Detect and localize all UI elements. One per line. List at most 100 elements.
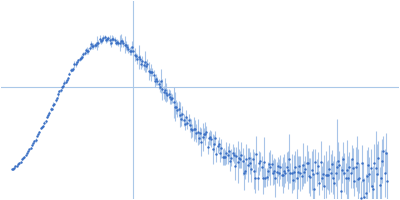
Point: [272, 176, 278, 179]
Point: [318, 177, 325, 180]
Point: [220, 155, 226, 159]
Point: [41, 121, 48, 124]
Point: [169, 97, 176, 100]
Point: [81, 51, 88, 54]
Point: [324, 174, 330, 177]
Point: [157, 85, 163, 88]
Point: [238, 153, 245, 156]
Point: [144, 62, 150, 66]
Point: [200, 133, 207, 136]
Point: [263, 176, 270, 179]
Point: [218, 147, 224, 150]
Point: [307, 175, 314, 179]
Point: [206, 137, 212, 140]
Point: [321, 184, 328, 187]
Point: [102, 36, 108, 39]
Point: [339, 168, 345, 171]
Point: [20, 156, 26, 160]
Point: [61, 81, 68, 84]
Point: [267, 166, 274, 169]
Point: [311, 188, 318, 191]
Point: [45, 114, 51, 117]
Point: [296, 165, 302, 168]
Point: [315, 165, 321, 168]
Point: [163, 91, 169, 94]
Point: [29, 143, 35, 147]
Point: [71, 63, 78, 66]
Point: [14, 164, 20, 167]
Point: [79, 56, 85, 59]
Point: [271, 169, 277, 173]
Point: [196, 137, 202, 140]
Point: [288, 172, 295, 175]
Point: [308, 169, 315, 172]
Point: [216, 142, 222, 146]
Point: [158, 80, 164, 83]
Point: [234, 161, 241, 164]
Point: [213, 153, 220, 156]
Point: [329, 162, 335, 166]
Point: [120, 42, 127, 45]
Point: [70, 67, 76, 70]
Point: [54, 97, 60, 100]
Point: [85, 50, 92, 53]
Point: [199, 135, 206, 138]
Point: [290, 178, 296, 181]
Point: [236, 157, 242, 160]
Point: [243, 158, 250, 161]
Point: [268, 162, 275, 166]
Point: [276, 171, 282, 174]
Point: [187, 123, 193, 127]
Point: [341, 171, 348, 174]
Point: [27, 147, 34, 150]
Point: [59, 86, 65, 89]
Point: [189, 129, 196, 132]
Point: [382, 151, 389, 154]
Point: [217, 152, 223, 155]
Point: [140, 64, 147, 67]
Point: [284, 165, 290, 169]
Point: [135, 56, 142, 59]
Point: [136, 57, 143, 60]
Point: [89, 45, 95, 48]
Point: [10, 167, 16, 170]
Point: [334, 166, 340, 169]
Point: [270, 171, 276, 174]
Point: [198, 140, 204, 144]
Point: [362, 191, 369, 195]
Point: [152, 80, 158, 83]
Point: [173, 106, 179, 109]
Point: [212, 137, 218, 140]
Point: [86, 46, 93, 49]
Point: [246, 156, 252, 159]
Point: [80, 52, 86, 55]
Point: [35, 133, 41, 136]
Point: [336, 164, 342, 167]
Point: [295, 171, 301, 174]
Point: [278, 173, 285, 176]
Point: [123, 44, 129, 47]
Point: [56, 90, 63, 93]
Point: [300, 163, 306, 166]
Point: [252, 177, 258, 180]
Point: [88, 43, 94, 46]
Point: [116, 42, 123, 45]
Point: [154, 80, 160, 83]
Point: [282, 171, 288, 174]
Point: [227, 159, 233, 163]
Point: [369, 184, 375, 188]
Point: [32, 138, 39, 141]
Point: [139, 60, 146, 63]
Point: [115, 41, 122, 45]
Point: [261, 160, 267, 163]
Point: [222, 156, 228, 159]
Point: [24, 151, 30, 154]
Point: [39, 126, 45, 129]
Point: [160, 91, 167, 94]
Point: [251, 169, 257, 172]
Point: [230, 151, 236, 154]
Point: [46, 111, 52, 115]
Point: [114, 40, 120, 43]
Point: [351, 179, 358, 183]
Point: [110, 37, 117, 40]
